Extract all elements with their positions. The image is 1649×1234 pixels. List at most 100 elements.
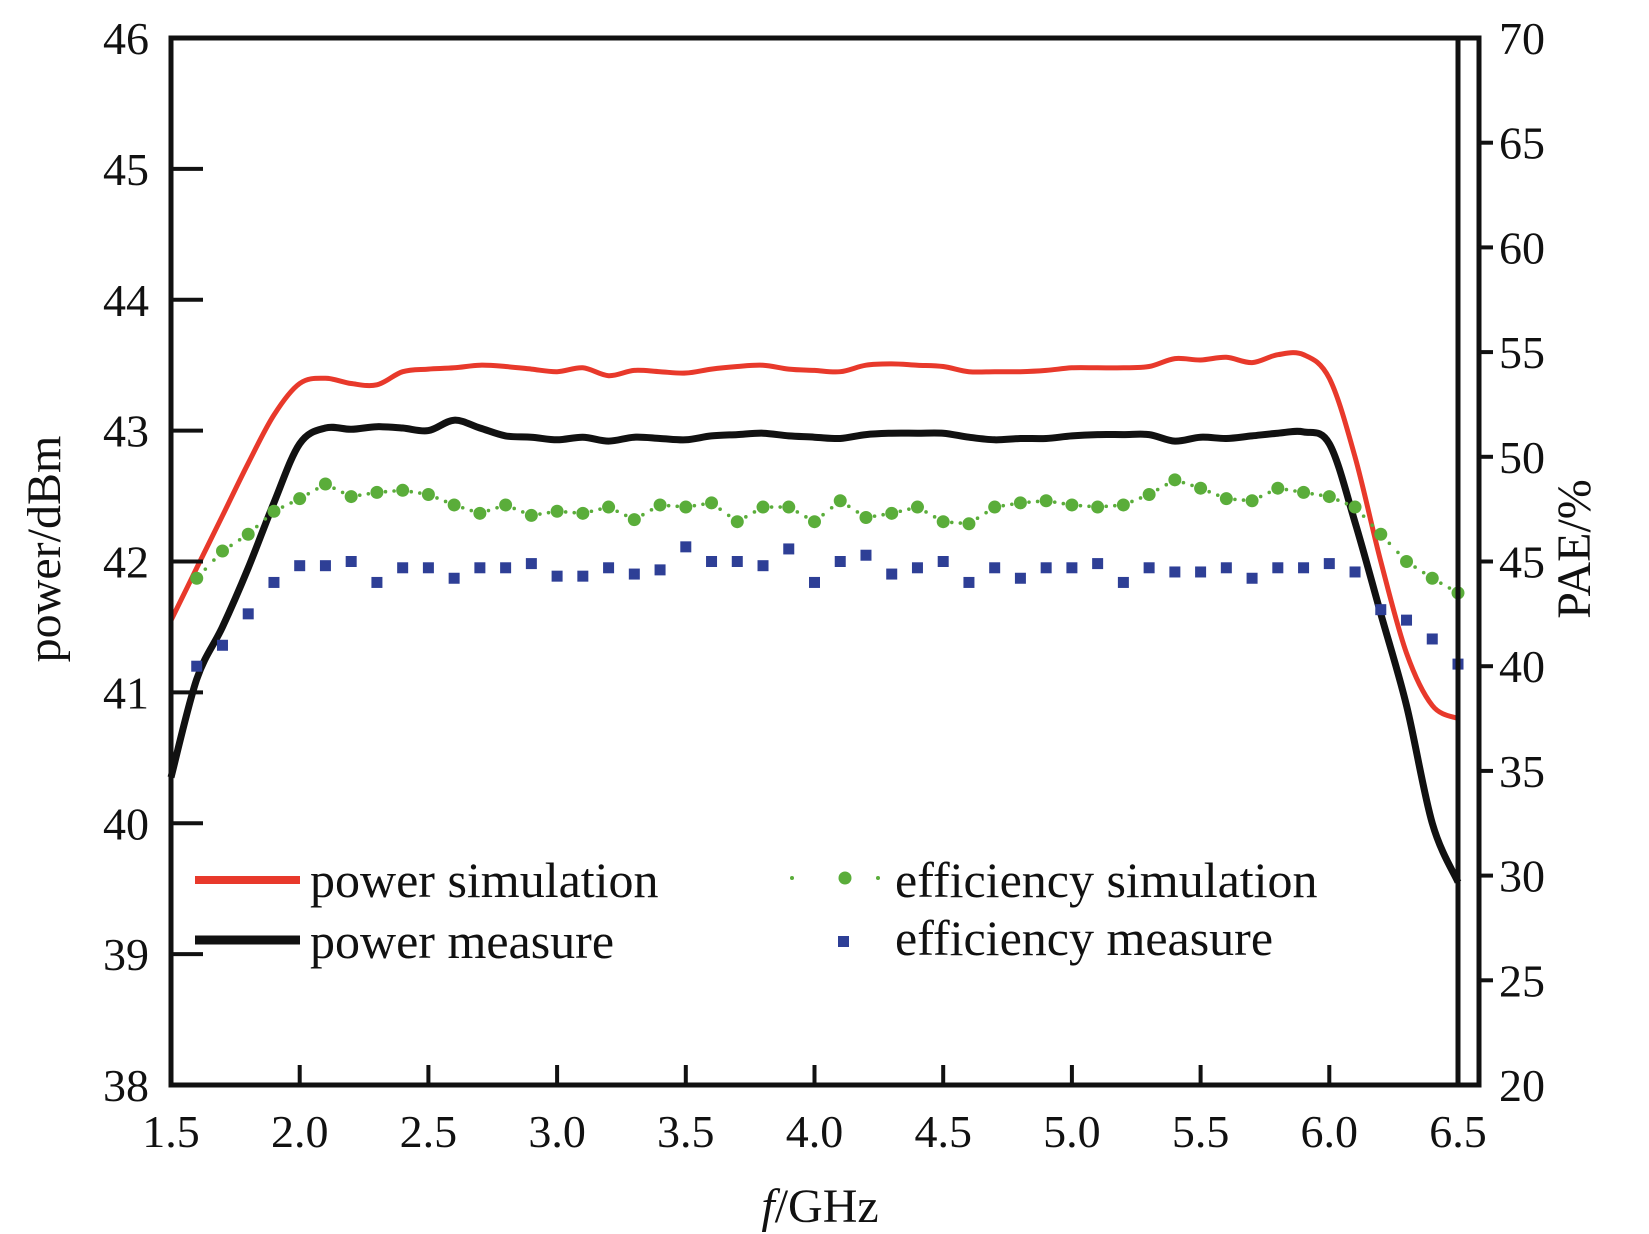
data-point-efficiency-measure (216, 639, 228, 651)
data-point-efficiency-measure (1066, 562, 1078, 574)
legend-swatch-efficiency-simulation (790, 871, 880, 885)
y2-tick-label: 35 (1499, 746, 1545, 797)
series-connector-dot-efficiency-simulation (924, 510, 928, 514)
data-point-efficiency-measure (1092, 558, 1104, 570)
data-point-efficiency-simulation (910, 500, 924, 514)
series-connector-dot-efficiency-simulation (1284, 487, 1289, 492)
series-connector-dot-efficiency-simulation (357, 493, 362, 497)
series-connector-dot-efficiency-simulation (1344, 501, 1349, 506)
series-connector-dot-efficiency-simulation (1061, 501, 1066, 506)
data-point-efficiency-simulation (550, 504, 564, 518)
data-point-efficiency-simulation (679, 500, 693, 514)
series-connector-dot-efficiency-simulation (520, 510, 525, 514)
series-connector-dot-efficiency-simulation (443, 499, 448, 504)
series-connector-dot-efficiency-simulation (641, 512, 645, 517)
data-point-efficiency-simulation (782, 500, 796, 514)
series-connector-dot-efficiency-simulation (829, 505, 834, 510)
data-point-efficiency-measure (319, 560, 331, 572)
series-connector-dot-efficiency-simulation (418, 491, 422, 495)
series-connector-dot-efficiency-simulation (1336, 498, 1340, 502)
data-point-efficiency-measure (294, 560, 306, 572)
series-connector-dot-efficiency-simulation (495, 505, 499, 510)
series-connector-dot-efficiency-simulation (469, 508, 474, 513)
x-tick-label: 4.5 (914, 1106, 972, 1157)
series-layer (167, 350, 1465, 884)
data-point-efficiency-simulation (962, 517, 976, 531)
series-connector-dot-efficiency-simulation (1190, 483, 1194, 488)
series-connector-dot-efficiency-simulation (1361, 514, 1366, 518)
data-point-efficiency-simulation (576, 506, 590, 520)
data-point-efficiency-measure (448, 572, 460, 584)
y2-tick-label: 55 (1499, 327, 1545, 378)
series-connector-dot-efficiency-simulation (203, 567, 208, 571)
data-point-efficiency-simulation (215, 544, 229, 558)
data-point-efficiency-simulation (602, 500, 616, 514)
series-connector-dot-efficiency-simulation (1035, 499, 1040, 504)
data-point-efficiency-measure (1323, 558, 1335, 570)
y-tick-label: 43 (103, 406, 149, 457)
data-point-efficiency-simulation (524, 508, 538, 522)
data-point-efficiency-simulation (447, 498, 461, 512)
series-connector-dot-efficiency-simulation (649, 508, 654, 512)
data-point-efficiency-simulation (421, 487, 435, 501)
legend-swatch-efficiency-simulation-marker (838, 871, 852, 885)
series-connector-dot-efficiency-simulation (769, 505, 774, 509)
data-point-efficiency-measure (937, 556, 949, 567)
data-point-efficiency-measure (963, 576, 975, 588)
data-point-efficiency-measure (911, 562, 923, 574)
data-point-efficiency-measure (397, 562, 409, 574)
series-connector-dot-efficiency-simulation (847, 504, 851, 509)
x-tick-label: 2.5 (400, 1106, 458, 1157)
y-tick-label: 44 (103, 275, 149, 326)
series-connector-dot-efficiency-simulation (1447, 586, 1452, 590)
series-connector-dot-efficiency-simulation (1387, 541, 1392, 546)
data-point-efficiency-measure (628, 568, 640, 580)
series-connector-dot-efficiency-simulation (718, 507, 722, 511)
data-point-efficiency-simulation (1065, 498, 1079, 512)
series-connector-dot-efficiency-simulation (898, 509, 903, 514)
data-point-efficiency-measure (603, 562, 615, 574)
data-point-efficiency-measure (191, 660, 203, 672)
data-point-efficiency-measure (1426, 633, 1438, 645)
data-point-efficiency-measure (268, 576, 280, 588)
series-connector-dot-efficiency-simulation (1181, 480, 1186, 485)
series-connector-dot-efficiency-simulation (1233, 497, 1237, 502)
x-tick-label: 4.0 (786, 1106, 844, 1157)
series-connector-dot-efficiency-simulation (1267, 490, 1272, 495)
y-tick-label: 38 (103, 1060, 149, 1111)
data-point-efficiency-measure (731, 556, 743, 567)
series-connector-dot-efficiency-simulation (615, 509, 619, 514)
x-axis-title: f/GHz (761, 1180, 878, 1233)
series-connector-dot-efficiency-simulation (984, 510, 988, 515)
data-point-efficiency-measure (1117, 576, 1129, 588)
series-connector-dot-efficiency-simulation (383, 489, 388, 494)
y-axis-ticks: 38 39 40 41 42 43 44 45 46 (103, 13, 203, 1111)
axes-layer: 1.5 2.0 2.5 3.0 3.5 4.0 4.5 5.0 5.5 6.0 6.5 38 39 40… (103, 13, 1545, 1157)
data-point-efficiency-measure (886, 568, 898, 580)
y2-tick-label: 40 (1499, 641, 1545, 692)
y-tick-label: 45 (103, 144, 149, 195)
data-point-efficiency-simulation (267, 504, 281, 518)
data-point-efficiency-simulation (1091, 500, 1105, 514)
data-point-efficiency-simulation (241, 527, 255, 541)
x-axis-ticks: 1.5 2.0 2.5 3.0 3.5 4.0 4.5 5.0 5.5 6.0 6.5 (142, 1065, 1487, 1157)
data-point-efficiency-measure (680, 541, 692, 553)
series-line-power-measure (167, 416, 1462, 884)
data-point-efficiency-measure (1401, 614, 1413, 626)
x-tick-label: 2.0 (271, 1106, 329, 1157)
y2-tick-label: 25 (1499, 955, 1545, 1006)
data-point-efficiency-simulation (1348, 500, 1362, 514)
data-point-efficiency-measure (989, 562, 1001, 574)
data-point-efficiency-measure (1298, 562, 1310, 574)
data-point-efficiency-measure (345, 556, 357, 567)
data-point-efficiency-measure (1169, 566, 1181, 578)
data-point-efficiency-simulation (1168, 473, 1182, 487)
data-point-efficiency-measure (1246, 572, 1258, 584)
data-point-efficiency-simulation (1297, 485, 1311, 499)
data-point-efficiency-simulation (1013, 496, 1027, 510)
series-connector-dot-efficiency-simulation (881, 512, 885, 517)
legend-label-power-measure: power measure (310, 913, 614, 969)
series-connector-dot-efficiency-simulation (460, 505, 465, 510)
series-connector-dot-efficiency-simulation (280, 505, 285, 509)
